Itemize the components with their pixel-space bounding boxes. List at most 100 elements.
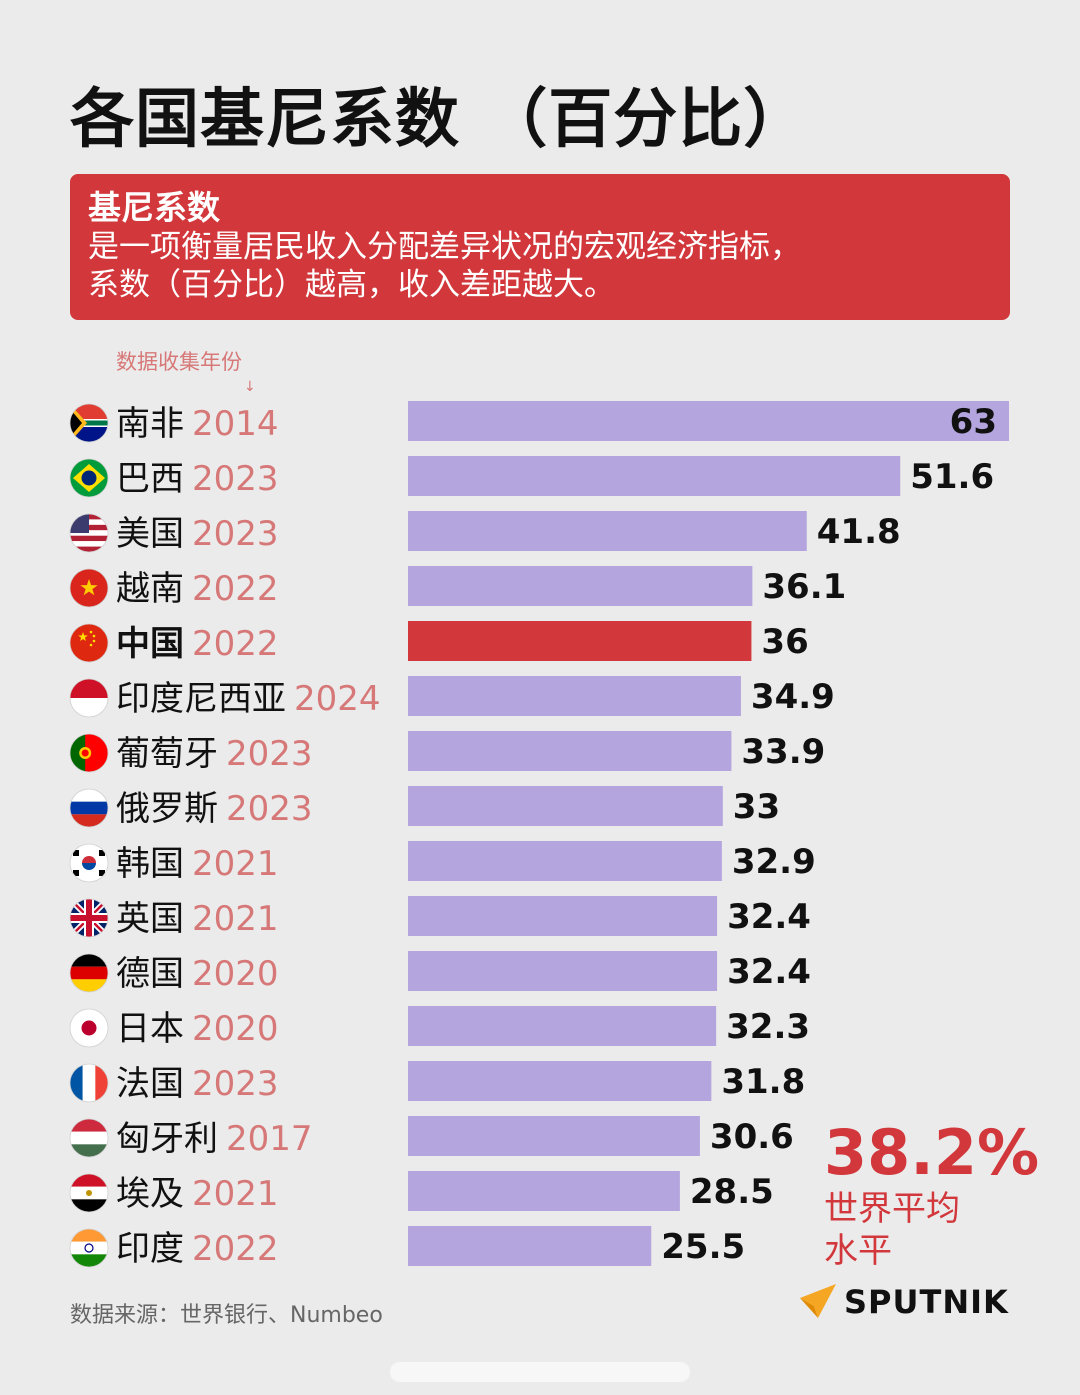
category-label: 葡萄牙 2023 (116, 734, 313, 774)
egypt-flag-icon (70, 1174, 108, 1212)
bar (408, 1006, 717, 1046)
bar (408, 676, 741, 716)
category-label: 日本 2020 (116, 1009, 279, 1049)
value-label: 31.8 (721, 1062, 805, 1102)
flag-outline (69, 568, 109, 608)
bar (408, 951, 718, 991)
country-name: 越南 (116, 569, 184, 609)
year-note: 数据收集年份 (116, 350, 242, 374)
brand-logo: SPUTNIK (796, 1280, 1009, 1324)
country-year: 2020 (192, 954, 279, 994)
country-name: 埃及 (116, 1174, 184, 1214)
flag-outline (69, 458, 109, 498)
japan-flag-icon (70, 1009, 108, 1047)
data-source: 数据来源：世界银行、Numbeo (70, 1303, 383, 1328)
france-flag-icon (70, 1064, 108, 1102)
country-name: 德国 (116, 954, 184, 994)
bar (408, 1061, 712, 1101)
category-label: 英国 2021 (116, 899, 279, 939)
bar (408, 1226, 652, 1266)
country-year: 2023 (226, 789, 313, 829)
country-name: 法国 (116, 1064, 184, 1104)
flag-outline (69, 1063, 109, 1103)
country-name: 葡萄牙 (116, 734, 218, 774)
flag-outline (69, 898, 109, 938)
country-year: 2017 (226, 1119, 313, 1159)
bar (408, 456, 901, 496)
value-label: 63 (950, 402, 997, 442)
value-label: 33.9 (741, 732, 825, 772)
category-label: 南非 2014 (116, 404, 279, 444)
page-title: 各国基尼系数 （百分比） (70, 83, 809, 157)
south-korea-flag-icon (70, 844, 108, 882)
value-label: 32.4 (727, 952, 811, 992)
portugal-flag-icon (70, 734, 108, 772)
russia-flag-icon (70, 789, 108, 827)
india-flag-icon (70, 1229, 108, 1267)
brazil-flag-icon (70, 459, 108, 497)
sputnik-logo-icon (800, 1284, 836, 1318)
country-name: 印度 (116, 1229, 184, 1269)
country-year: 2022 (192, 1229, 279, 1269)
country-year: 2024 (294, 679, 381, 719)
bar (408, 621, 752, 661)
china-flag-icon (70, 624, 108, 662)
brand-name: SPUTNIK (844, 1283, 1009, 1321)
category-label: 巴西 2023 (116, 459, 279, 499)
year-note-arrow-icon: ↓ (244, 379, 256, 395)
category-label: 越南 2022 (116, 569, 279, 609)
world-average: 38.2% 世界平均水平 (824, 1118, 1039, 1272)
category-label: 印度尼西亚 2024 (116, 679, 381, 719)
value-label: 28.5 (690, 1172, 774, 1212)
value-label: 36.1 (762, 567, 846, 607)
value-label: 33 (733, 787, 780, 827)
flag-outline (69, 678, 109, 718)
south-africa-flag-icon (70, 404, 108, 442)
category-label: 法国 2023 (116, 1064, 279, 1104)
country-year: 2022 (192, 624, 279, 664)
value-label: 32.4 (727, 897, 811, 937)
definition-box: 基尼系数 是一项衡量居民收入分配差异状况的宏观经济指标， 系数（百分比）越高，收… (70, 174, 1010, 320)
bar (408, 841, 722, 881)
category-label: 埃及 2021 (116, 1174, 279, 1214)
country-name: 美国 (116, 514, 184, 554)
bar (408, 896, 718, 936)
scroll-indicator (390, 1362, 690, 1382)
world-average-value: 38.2% (824, 1116, 1040, 1189)
value-label: 32.3 (726, 1007, 810, 1047)
flag-outline (69, 1008, 109, 1048)
country-name: 俄罗斯 (116, 789, 218, 829)
country-year: 2021 (192, 899, 279, 939)
value-label: 30.6 (710, 1117, 794, 1157)
country-year: 2021 (192, 1174, 279, 1214)
flag-outline (69, 1173, 109, 1213)
country-year: 2014 (192, 404, 279, 444)
country-year: 2023 (192, 459, 279, 499)
category-label: 中国 2022 (116, 624, 279, 664)
country-name: 匈牙利 (116, 1119, 218, 1159)
bar (408, 401, 1009, 441)
category-label: 美国 2023 (116, 514, 279, 554)
flag-outline (69, 843, 109, 883)
country-year: 2020 (192, 1009, 279, 1049)
country-year: 2022 (192, 569, 279, 609)
country-year: 2023 (192, 1064, 279, 1104)
category-label: 印度 2022 (116, 1229, 279, 1269)
category-label: 韩国 2021 (116, 844, 279, 884)
country-year: 2023 (226, 734, 313, 774)
flag-outline (69, 1228, 109, 1268)
flag-outline (69, 953, 109, 993)
category-label: 匈牙利 2017 (116, 1119, 313, 1159)
category-label: 俄罗斯 2023 (116, 789, 313, 829)
definition-heading: 基尼系数 (88, 188, 220, 227)
bar (408, 1116, 700, 1156)
category-label: 德国 2020 (116, 954, 279, 994)
country-name: 英国 (116, 899, 184, 939)
country-name: 巴西 (116, 459, 184, 499)
country-year: 2021 (192, 844, 279, 884)
flag-outline (69, 403, 109, 443)
germany-flag-icon (70, 954, 108, 992)
value-label: 36 (761, 622, 808, 662)
bar (408, 731, 732, 771)
